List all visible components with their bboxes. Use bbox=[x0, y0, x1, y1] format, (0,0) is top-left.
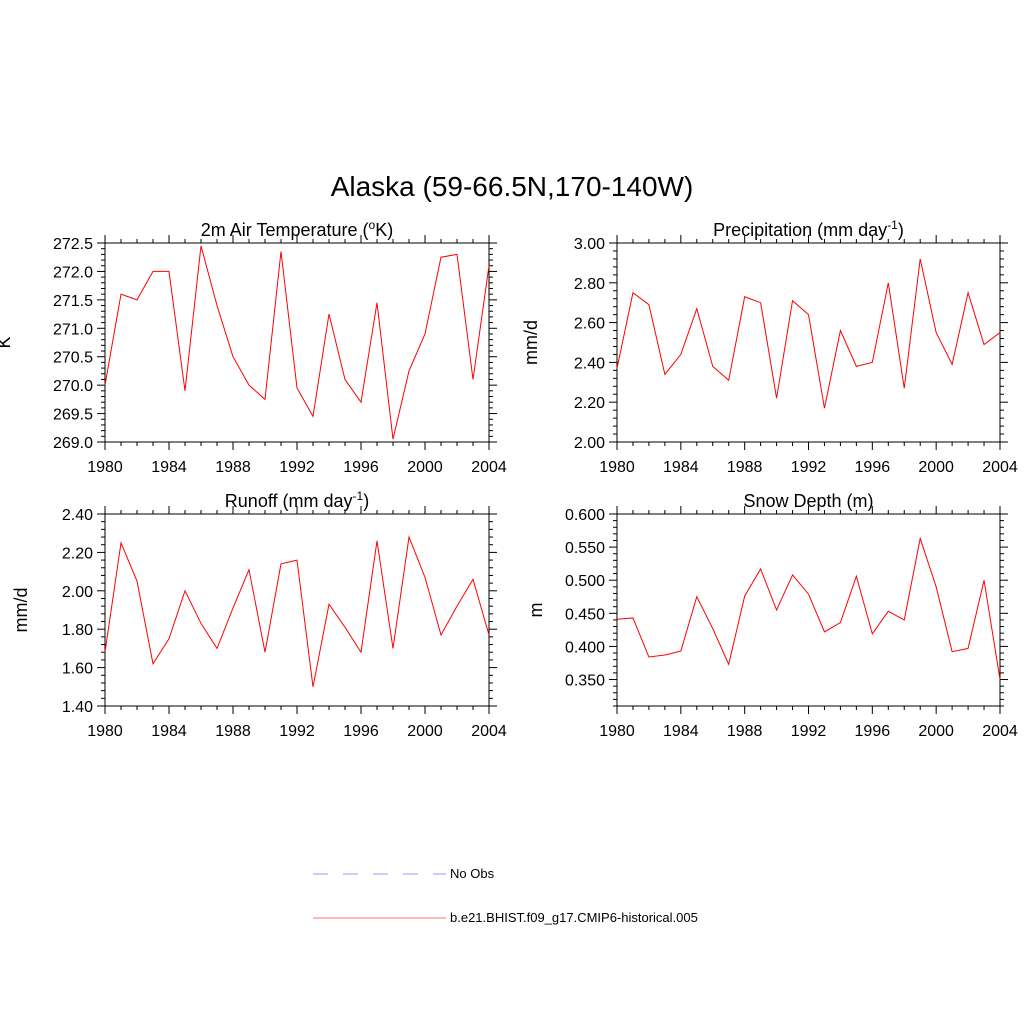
y-tick-label: 269.0 bbox=[53, 435, 93, 452]
legend-item: b.e21.BHIST.f09_g17.CMIP6-historical.005 bbox=[313, 910, 698, 925]
panel-title-superscript: o bbox=[369, 218, 376, 232]
y-tick-label: 2.20 bbox=[574, 395, 605, 412]
x-tick-label: 2000 bbox=[407, 459, 443, 476]
x-tick-label: 1980 bbox=[87, 459, 123, 476]
y-tick-label: 2.00 bbox=[574, 435, 605, 452]
x-tick-label: 1988 bbox=[727, 459, 763, 476]
y-tick-label: 271.5 bbox=[53, 293, 93, 310]
legend-item: No Obs bbox=[313, 866, 495, 881]
panel-title-superscript: -1 bbox=[887, 218, 898, 232]
x-tick-label: 2004 bbox=[471, 723, 507, 740]
y-tick-label: 1.80 bbox=[62, 622, 93, 639]
figure-title: Alaska (59-66.5N,170-140W) bbox=[331, 171, 694, 202]
panel-title-suffix: K) bbox=[375, 220, 393, 240]
x-tick-label: 1996 bbox=[343, 459, 379, 476]
y-tick-label: 2.60 bbox=[574, 316, 605, 333]
panel-title: 2m Air Temperature (oK) bbox=[201, 218, 393, 240]
x-tick-label: 1980 bbox=[599, 723, 635, 740]
series-line bbox=[104, 245, 490, 440]
y-tick-label: 272.5 bbox=[53, 236, 93, 253]
panel-title-text: Precipitation (mm day bbox=[713, 220, 887, 240]
y-tick-label: 272.0 bbox=[53, 264, 93, 281]
x-tick-label: 1984 bbox=[663, 723, 699, 740]
panel-title-superscript: -1 bbox=[353, 489, 364, 503]
x-tick-label: 1992 bbox=[791, 459, 827, 476]
panel-title-text: 2m Air Temperature ( bbox=[201, 220, 369, 240]
series-line bbox=[616, 258, 1001, 409]
y-tick-label: 269.5 bbox=[53, 407, 93, 424]
y-tick-label: 1.40 bbox=[62, 699, 93, 716]
panel-title-suffix: ) bbox=[363, 491, 369, 511]
x-tick-label: 1996 bbox=[343, 723, 379, 740]
x-tick-label: 2004 bbox=[471, 459, 507, 476]
y-axis-label: K bbox=[0, 336, 14, 348]
panel-title-suffix: ) bbox=[898, 220, 904, 240]
y-tick-label: 0.600 bbox=[565, 507, 605, 524]
x-tick-label: 2004 bbox=[982, 723, 1018, 740]
x-tick-label: 1992 bbox=[279, 459, 315, 476]
panel-title: Snow Depth (m) bbox=[743, 491, 873, 511]
panel-title: Precipitation (mm day-1) bbox=[713, 218, 904, 240]
x-tick-label: 1988 bbox=[727, 723, 763, 740]
y-tick-label: 2.40 bbox=[62, 507, 93, 524]
y-tick-label: 2.00 bbox=[62, 584, 93, 601]
x-tick-label: 1980 bbox=[599, 459, 635, 476]
panel-1: 2m Air Temperature (oK) 269.0 269.5 270.0 27… bbox=[0, 218, 507, 476]
panel-title-text: Snow Depth (m) bbox=[743, 491, 873, 511]
series-line bbox=[616, 536, 1001, 680]
legend: No Obs b.e21.BHIST.f09_g17.CMIP6-historic… bbox=[313, 866, 698, 925]
y-tick-label: 271.0 bbox=[53, 321, 93, 338]
x-tick-label: 1984 bbox=[151, 459, 187, 476]
panel-2: Precipitation (mm day-1) 2.00 2.20 2.40 2.60… bbox=[521, 218, 1018, 476]
panel-4: Snow Depth (m) 0.350 0.400 0.450 0.500 0.550 0… bbox=[526, 491, 1018, 740]
x-tick-label: 1984 bbox=[663, 459, 699, 476]
panel-title: Runoff (mm day-1) bbox=[225, 489, 369, 511]
y-tick-label: 2.40 bbox=[574, 355, 605, 372]
y-tick-label: 0.500 bbox=[565, 573, 605, 590]
legend-label: b.e21.BHIST.f09_g17.CMIP6-historical.005 bbox=[450, 910, 698, 925]
x-tick-label: 2004 bbox=[982, 459, 1018, 476]
y-tick-label: 3.00 bbox=[574, 236, 605, 253]
x-tick-label: 1996 bbox=[855, 459, 891, 476]
x-tick-label: 1980 bbox=[87, 723, 123, 740]
y-tick-label: 2.20 bbox=[62, 545, 93, 562]
y-tick-label: 0.450 bbox=[565, 606, 605, 623]
y-axis-label: m bbox=[526, 603, 546, 618]
y-tick-label: 0.350 bbox=[565, 673, 605, 690]
y-tick-label: 2.80 bbox=[574, 276, 605, 293]
series-line bbox=[104, 535, 490, 687]
y-tick-label: 0.400 bbox=[565, 639, 605, 656]
x-tick-label: 2000 bbox=[918, 459, 954, 476]
y-axis-label: mm/d bbox=[521, 320, 541, 365]
panel-title-text: Runoff (mm day bbox=[225, 491, 353, 511]
y-tick-label: 1.60 bbox=[62, 661, 93, 678]
x-tick-label: 1988 bbox=[215, 459, 251, 476]
y-axis-label: mm/d bbox=[11, 588, 31, 633]
y-tick-label: 0.550 bbox=[565, 540, 605, 557]
panel-3: Runoff (mm day-1) 1.40 1.60 1.80 2.00 2.20 2.4… bbox=[11, 489, 507, 740]
y-tick-label: 270.0 bbox=[53, 378, 93, 395]
x-tick-label: 1992 bbox=[791, 723, 827, 740]
legend-label: No Obs bbox=[450, 866, 495, 881]
x-tick-label: 2000 bbox=[918, 723, 954, 740]
x-tick-label: 2000 bbox=[407, 723, 443, 740]
x-tick-label: 1984 bbox=[151, 723, 187, 740]
x-tick-label: 1988 bbox=[215, 723, 251, 740]
x-tick-label: 1992 bbox=[279, 723, 315, 740]
x-tick-label: 1996 bbox=[855, 723, 891, 740]
y-tick-label: 270.5 bbox=[53, 350, 93, 367]
panels: 2m Air Temperature (oK)269.0269.5270.027… bbox=[0, 218, 1018, 740]
